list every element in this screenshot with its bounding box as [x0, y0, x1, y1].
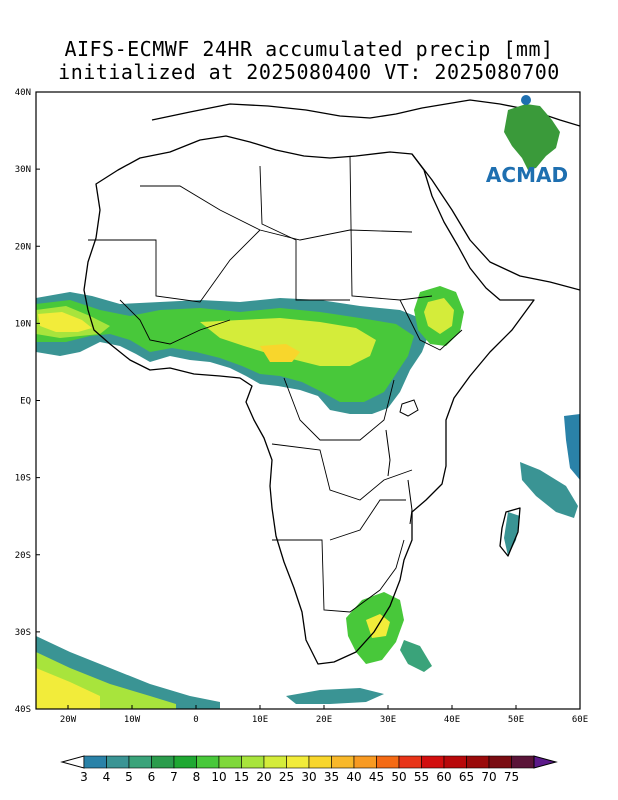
colorbar-level-label: 50	[391, 770, 406, 784]
colorbar-level-label: 70	[481, 770, 496, 784]
colorbar-level-label: 75	[504, 770, 519, 784]
border-line	[140, 185, 413, 241]
lat-axis-labels: 40N 30N 20N 10N EQ 10S 20S 30S 40S	[15, 88, 40, 715]
colorbar-swatch	[353, 755, 377, 769]
colorbar-level-label: 8	[193, 770, 201, 784]
precip-field	[36, 286, 580, 709]
colorbar-swatch	[331, 755, 355, 769]
colorbar-swatch	[376, 755, 400, 769]
lon-tick-label: 20W	[60, 715, 77, 725]
lon-tick-label: 40E	[444, 715, 460, 725]
chart-title-line1: AIFS-ECMWF 24HR accumulated precip [mm]	[64, 37, 554, 61]
colorbar-level-label: 6	[148, 770, 156, 784]
border-line	[283, 377, 395, 441]
colorbar-level-label: 15	[234, 770, 249, 784]
colorbar-swatch	[106, 755, 130, 769]
logo-drop-icon	[521, 95, 531, 105]
colorbar-level-label: 4	[103, 770, 111, 784]
border-line	[329, 499, 406, 541]
precip-region-south-east	[286, 688, 384, 704]
border-line	[88, 229, 261, 303]
colorbar-swatch	[308, 755, 332, 769]
lake-malawi	[407, 479, 413, 525]
precip-region-central-core	[200, 318, 376, 366]
lon-tick-label: 60E	[572, 715, 588, 725]
colorbar-level-label: 25	[279, 770, 294, 784]
africa-logo-icon	[504, 104, 560, 170]
precip-region-indian-ocean-1	[520, 462, 578, 518]
colorbar-level-label: 20	[256, 770, 271, 784]
border-line	[399, 299, 463, 351]
chart-title-line2: initialized at 2025080400 VT: 2025080700	[58, 60, 560, 84]
precip-region-ethiopia-core	[424, 298, 454, 334]
colorbar-swatch	[286, 755, 310, 769]
border-line	[272, 539, 405, 613]
colorbar-swatch	[398, 755, 422, 769]
colorbar-swatch	[196, 755, 220, 769]
colorbar-level-label: 60	[436, 770, 451, 784]
border-line	[349, 155, 433, 301]
colorbar-level-label: 5	[125, 770, 133, 784]
lat-tick-label: 20N	[15, 242, 31, 252]
border-line	[119, 299, 231, 345]
lon-axis-labels: 20W 10W 0 10E 20E 30E 40E 50E 60E	[60, 705, 588, 725]
lake-tanganyika	[385, 429, 391, 477]
colorbar-level-label: 40	[346, 770, 361, 784]
lat-tick-label: 40N	[15, 88, 31, 98]
colorbar-swatch	[263, 755, 287, 769]
colorbar-level-label: 7	[170, 770, 178, 784]
red-sea-coast	[411, 153, 580, 291]
colorbar-swatch	[488, 755, 512, 769]
africa-coastline	[83, 135, 535, 665]
border-line	[259, 165, 350, 301]
lat-tick-label: 10S	[15, 474, 31, 484]
colorbar-swatch	[443, 755, 467, 769]
colorbar-swatch	[173, 755, 197, 769]
colorbar-swatch	[151, 755, 175, 769]
colorbar-level-label: 35	[324, 770, 339, 784]
colorbar-high-arrow	[533, 755, 558, 769]
acmad-logo: ACMAD	[486, 95, 568, 187]
colorbar: 3 4 5 6 7 8 10 15 20 25 30 35 40 45 50 55 60 65 70 75	[60, 755, 558, 784]
lon-tick-label: 30E	[380, 715, 396, 725]
precip-region-mozambique-channel	[400, 640, 432, 672]
precip-region-atlantic-core	[38, 312, 92, 332]
lat-tick-label: 20S	[15, 551, 31, 561]
colorbar-level-label: 30	[301, 770, 316, 784]
precip-region-indian-ocean-2	[564, 414, 580, 480]
logo-text: ACMAD	[486, 163, 568, 187]
lon-tick-label: 10W	[124, 715, 141, 725]
lat-tick-label: 10N	[15, 319, 31, 329]
colorbar-swatch	[466, 755, 490, 769]
lakes	[385, 399, 419, 525]
precip-region-southern-ocean-core	[36, 668, 100, 709]
colorbar-level-label: 55	[414, 770, 429, 784]
lon-tick-label: 0	[193, 715, 198, 725]
colorbar-level-label: 65	[459, 770, 474, 784]
colorbar-swatch	[511, 755, 535, 769]
border-line	[271, 443, 413, 501]
country-borders	[88, 155, 463, 613]
colorbar-swatch	[218, 755, 242, 769]
colorbar-swatch	[128, 755, 152, 769]
colorbar-low-arrow	[60, 755, 85, 769]
precip-region-central-hot	[260, 344, 300, 362]
lat-tick-label: EQ	[20, 397, 31, 407]
lat-tick-label: 30N	[15, 165, 31, 175]
lat-tick-label: 40S	[15, 705, 31, 715]
lon-tick-label: 20E	[316, 715, 332, 725]
lake-victoria	[399, 399, 419, 417]
lat-tick-label: 30S	[15, 628, 31, 638]
colorbar-swatch	[421, 755, 445, 769]
colorbar-level-label: 3	[80, 770, 88, 784]
colorbar-swatch	[241, 755, 265, 769]
colorbar-level-label: 45	[369, 770, 384, 784]
precip-region-madagascar	[504, 512, 520, 556]
lon-tick-label: 50E	[508, 715, 524, 725]
madagascar-coast	[499, 507, 521, 557]
lon-tick-label: 10E	[252, 715, 268, 725]
colorbar-swatch	[83, 755, 107, 769]
colorbar-level-label: 10	[211, 770, 226, 784]
